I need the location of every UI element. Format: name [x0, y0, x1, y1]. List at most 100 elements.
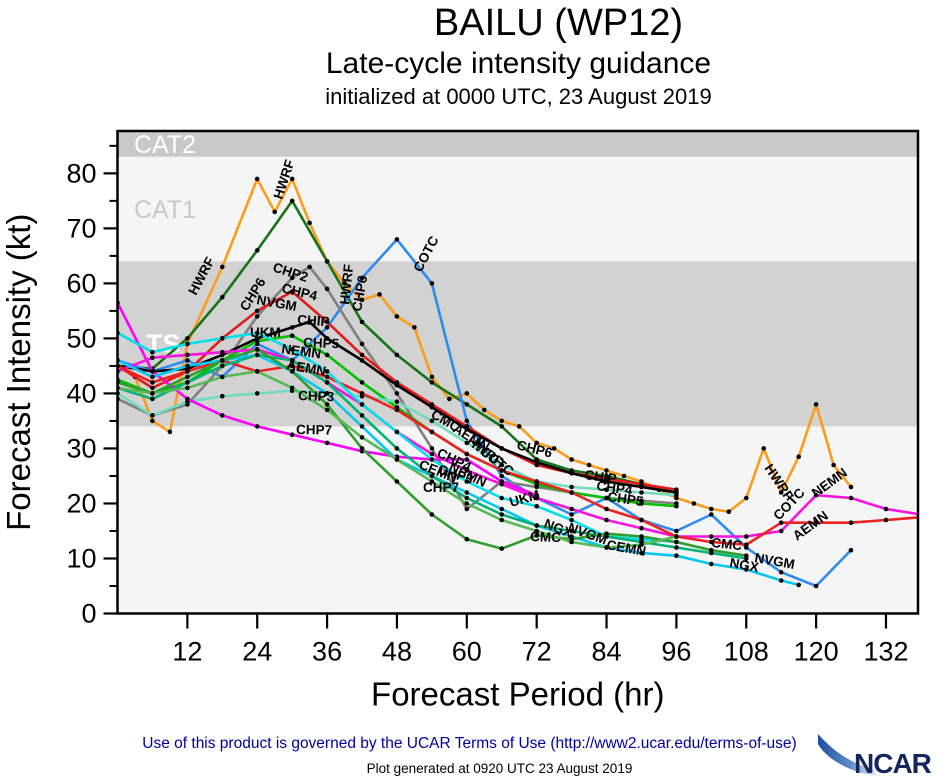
- data-point: [569, 512, 574, 517]
- model-label-CHIP: CHIP: [297, 312, 330, 329]
- data-point: [464, 418, 470, 424]
- y-tick-label: 50: [66, 323, 96, 353]
- series-CHIP: [117, 319, 679, 495]
- data-point: [289, 198, 295, 204]
- data-point: [604, 468, 609, 473]
- data-point: [499, 512, 505, 517]
- data-point: [848, 547, 854, 553]
- data-point: [674, 539, 679, 545]
- model-label-CHP5: CHP5: [303, 335, 340, 351]
- y-tick-label: 40: [66, 378, 96, 408]
- model-label-AEMN: AEMN: [285, 357, 327, 379]
- data-point: [569, 490, 574, 495]
- data-point: [324, 402, 330, 407]
- y-tick-label: 20: [66, 488, 96, 518]
- data-point: [289, 385, 295, 391]
- data-point: [359, 275, 365, 281]
- x-tick-label: 24: [242, 637, 272, 667]
- data-point: [394, 399, 400, 405]
- data-point: [709, 547, 714, 553]
- x-tick-label: 96: [661, 637, 691, 667]
- data-point: [674, 545, 679, 550]
- data-point: [289, 369, 295, 374]
- data-point: [639, 501, 644, 506]
- data-point: [569, 457, 574, 462]
- data-point: [464, 402, 470, 407]
- data-point: [778, 569, 784, 575]
- data-point: [254, 338, 260, 344]
- data-point: [674, 534, 679, 539]
- data-point: [429, 512, 435, 517]
- data-point: [464, 440, 470, 446]
- data-point: [254, 248, 260, 253]
- data-point: [185, 385, 190, 391]
- data-point: [289, 347, 295, 352]
- data-point: [813, 520, 819, 525]
- data-point: [307, 264, 312, 270]
- plot-generated-text: Plot generated at 0920 UTC 23 August 201…: [366, 761, 633, 776]
- data-point: [185, 396, 190, 402]
- data-point: [464, 501, 470, 506]
- data-point: [359, 380, 365, 385]
- model-label-CEMN: CEMN: [605, 537, 647, 559]
- y-tick-label: 10: [66, 543, 96, 573]
- data-point: [429, 457, 435, 462]
- model-label-NVGM: NVGM: [255, 292, 297, 314]
- data-point: [848, 495, 854, 501]
- data-point: [499, 517, 505, 523]
- series-line-AEMN: [117, 359, 918, 547]
- data-point: [499, 495, 505, 501]
- model-label-CMC: CMC: [711, 535, 743, 553]
- data-point: [185, 358, 190, 363]
- data-point: [639, 534, 644, 539]
- x-tick-label: 108: [724, 637, 769, 667]
- data-point: [464, 426, 470, 432]
- data-point: [394, 446, 400, 451]
- data-point: [324, 325, 330, 330]
- data-point: [220, 358, 225, 363]
- data-point: [185, 380, 190, 385]
- data-point: [307, 319, 312, 325]
- data-point: [569, 528, 574, 534]
- y-tick-label: 60: [66, 268, 96, 298]
- data-point: [359, 352, 365, 358]
- data-point: [359, 391, 365, 396]
- data-point: [254, 176, 260, 182]
- data-point: [534, 479, 539, 484]
- data-point: [359, 424, 365, 429]
- series-CMC: [117, 347, 749, 558]
- ncar-logo: NCAR: [818, 726, 938, 779]
- data-point: [726, 509, 732, 514]
- band-label-CAT1: CAT1: [134, 196, 196, 224]
- data-point: [289, 432, 295, 438]
- data-point: [534, 495, 539, 501]
- data-point: [220, 393, 225, 399]
- data-point: [254, 330, 260, 336]
- data-point: [394, 479, 400, 484]
- band-label-CAT2: CAT2: [134, 131, 196, 159]
- data-point: [709, 534, 714, 539]
- series-line-NEMN: [117, 348, 918, 538]
- data-point: [185, 341, 190, 347]
- data-point: [429, 479, 435, 484]
- plot-frame: [116, 129, 920, 615]
- data-point: [324, 286, 330, 292]
- data-point: [394, 314, 400, 319]
- data-point: [639, 525, 644, 531]
- data-point: [813, 402, 819, 407]
- ncar-logo-text: NCAR: [854, 748, 932, 779]
- data-point: [569, 484, 574, 490]
- data-point: [150, 369, 155, 374]
- init-time-label: initialized at 0000 UTC, 23 August 2019: [325, 84, 712, 109]
- data-point: [254, 352, 260, 358]
- series-NVGM: [117, 352, 749, 561]
- data-point: [394, 429, 400, 435]
- data-point: [429, 404, 435, 410]
- data-point: [551, 446, 557, 451]
- data-point: [307, 220, 312, 226]
- data-point: [534, 528, 539, 534]
- data-point: [499, 462, 505, 468]
- data-point: [813, 583, 819, 589]
- data-point: [185, 374, 190, 380]
